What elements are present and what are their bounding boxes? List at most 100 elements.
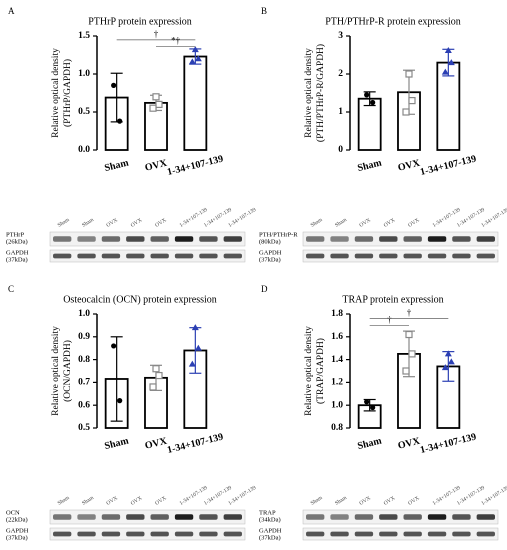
data-point [152,93,160,101]
blot-band [53,236,72,242]
blot-band [53,514,72,520]
row-label: (37kDa) [6,256,28,263]
bar [183,55,208,151]
blot-band [126,236,145,242]
blot-band [101,531,121,537]
x-tick-label: OVX [144,436,169,452]
blot-band [101,236,121,242]
blot-band [53,253,72,259]
blot-band [101,514,121,520]
blot-band [174,514,194,520]
chart-title: PTHrP protein expression [88,16,192,27]
row-label: PTHrP [6,231,24,238]
blot-band [174,531,194,537]
x-tick-label: Sham [356,435,383,452]
y-tick-label: 0.0 [78,145,90,155]
data-point [402,367,410,375]
significance-label: *† [171,36,181,46]
lane-label: Sham [310,217,324,229]
y-axis-label: (PTH/PTHrP-R/GAPDH) [315,44,326,142]
y-tick-label: 0.7 [78,378,90,388]
y-axis-label: (OCN/GAPDH) [62,340,73,402]
lane-label: OVX [105,495,118,506]
x-tick-label: 1-34+107-139 [419,154,477,179]
blot-band [53,531,72,537]
blot-band [77,253,96,259]
blot-band [427,236,447,242]
chart-title: PTH/PTHrP-R protein expression [325,16,461,27]
blot-strip [302,249,499,263]
row-label: (37kDa) [6,534,28,541]
data-point [152,365,160,373]
row-label: (34kDa) [259,516,281,523]
blot-band [379,236,398,242]
blot-strip [49,231,246,247]
blot-band [403,236,422,242]
x-tick-label: Sham [103,157,130,174]
data-point [405,70,413,78]
blot-band [126,514,145,520]
y-tick-label: 2 [338,69,343,79]
row-label: OCN [6,509,20,516]
lane-label: OVX [154,217,167,228]
blot-band [306,253,325,259]
lane-label: Sham [81,495,95,507]
y-tick-label: 0 [338,145,343,155]
data-point [188,360,196,367]
blot-band [306,514,325,520]
blot-band [354,514,374,520]
blot-band [379,253,398,259]
error-bar [363,91,376,107]
lane-label: OVX [130,217,143,228]
panel-letter: D [261,284,268,294]
blot-band [452,531,471,537]
data-point [447,59,455,66]
blot-band [452,236,471,242]
blot-band [379,514,398,520]
lane-label: OVX [130,495,143,506]
y-tick-label: 0.6 [78,400,90,410]
lane-label: 1-34+107-139 [227,207,257,229]
blot-band [330,236,349,242]
x-tick-label: 1-34+107-139 [419,432,477,457]
y-tick-label: 0.8 [78,355,90,365]
lane-label: OVX [154,495,167,506]
lane-label: OVX [407,217,420,228]
error-bar [110,336,123,422]
y-tick-label: 1.0 [78,309,90,319]
y-tick-label: 1.4 [331,355,343,365]
y-tick-label: 1.0 [78,69,90,79]
lane-label: Sham [57,217,71,229]
data-point [444,46,452,53]
data-point [188,58,196,65]
data-point [111,343,117,349]
significance-label: † [154,29,159,39]
row-label: GAPDH [6,249,29,256]
lane-label: Sham [81,217,95,229]
blot-band [476,514,495,520]
blot-band [354,253,374,259]
lane-label: OVX [383,495,396,506]
row-label: GAPDH [259,527,282,534]
blot-band [223,514,242,520]
blot-band [150,514,169,520]
blot-band [403,514,422,520]
y-axis-label: Relative optical density [304,48,314,138]
lane-label: OVX [407,495,420,506]
blot-band [476,236,495,242]
blot-band [403,253,422,259]
x-tick-label: OVX [397,158,422,174]
lane-label: 1-34+107-139 [227,485,257,507]
data-point [149,383,157,391]
blot-band [354,531,374,537]
row-label: (37kDa) [259,256,281,263]
x-tick-label: 1-34+107-139 [166,154,224,179]
lane-label: Sham [310,495,324,507]
y-tick-label: 0.5 [78,423,90,433]
blot-strip [49,249,246,263]
x-tick-label: Sham [103,435,130,452]
blot-band [126,253,145,259]
data-point [191,46,199,53]
blot-band [223,236,242,242]
